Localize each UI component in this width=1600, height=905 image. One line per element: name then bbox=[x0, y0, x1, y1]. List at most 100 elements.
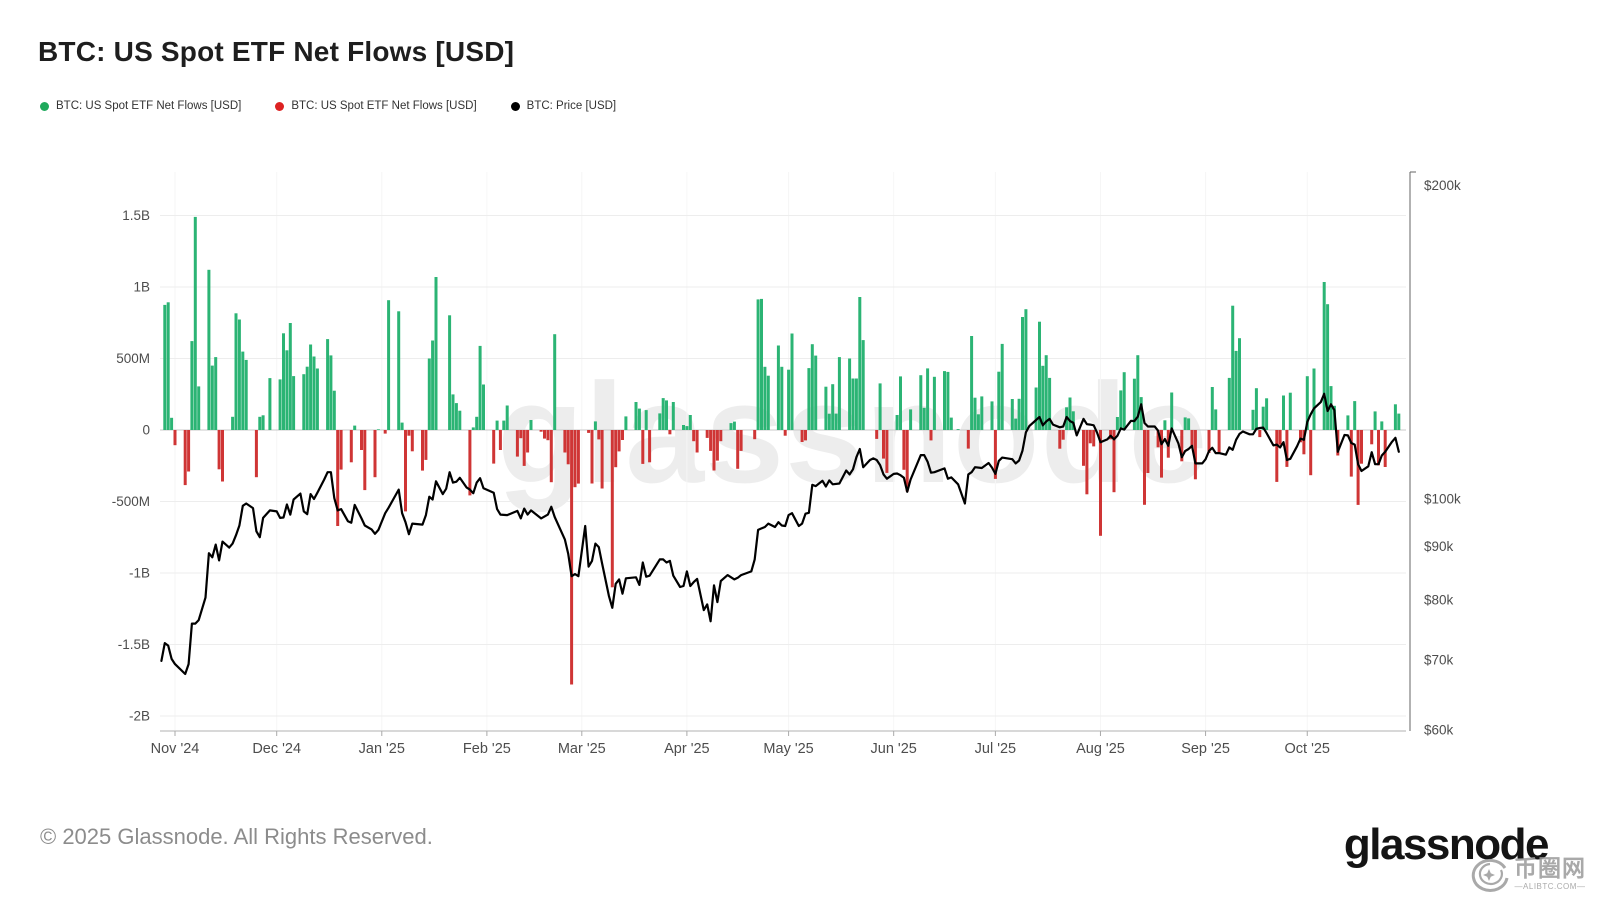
legend-label: BTC: US Spot ETF Net Flows [USD] bbox=[56, 100, 242, 112]
flow-bar bbox=[668, 430, 672, 435]
flow-bar bbox=[336, 430, 340, 526]
flow-bar bbox=[705, 430, 709, 438]
x-axis-month-label: Oct '25 bbox=[1285, 741, 1330, 757]
legend-label: BTC: Price [USD] bbox=[526, 100, 617, 112]
price-line[interactable] bbox=[160, 392, 1400, 676]
flow-bar bbox=[1217, 430, 1221, 453]
flow-bar bbox=[1048, 377, 1052, 430]
flow-bar bbox=[736, 430, 740, 469]
flow-bar bbox=[376, 429, 380, 430]
flow-bar bbox=[834, 413, 838, 430]
flow-bar bbox=[976, 414, 980, 430]
flow-bar bbox=[505, 405, 509, 430]
flow-bar bbox=[329, 355, 333, 430]
flow-bar bbox=[1163, 420, 1167, 430]
flow-bar bbox=[1136, 355, 1140, 430]
flow-bar bbox=[553, 334, 557, 430]
legend-item-price[interactable]: BTC: Price [USD] bbox=[510, 100, 617, 112]
flow-bar bbox=[1160, 430, 1163, 478]
flow-bar bbox=[1061, 430, 1065, 440]
flow-bar bbox=[427, 358, 431, 430]
flow-bar bbox=[1180, 430, 1184, 462]
flow-bar bbox=[1041, 365, 1045, 430]
flow-bar bbox=[1370, 430, 1374, 445]
legend-item-netflows-negative[interactable]: BTC: US Spot ETF Net Flows [USD] bbox=[275, 100, 477, 112]
flow-axis-label: -1B bbox=[129, 566, 150, 581]
flow-bar bbox=[254, 430, 258, 478]
flow-bar bbox=[570, 430, 574, 685]
flow-bar bbox=[804, 430, 807, 441]
flow-bar bbox=[1156, 430, 1160, 448]
flow-bar bbox=[576, 430, 580, 484]
flow-bar bbox=[1275, 430, 1279, 482]
flow-bar bbox=[448, 315, 452, 430]
flow-bar bbox=[221, 430, 224, 482]
flow-bar bbox=[383, 430, 387, 434]
flow-bar bbox=[478, 345, 482, 430]
flow-bar bbox=[1014, 418, 1018, 430]
green-dot-icon bbox=[40, 101, 49, 111]
flow-axis-label: 1B bbox=[133, 280, 150, 295]
flow-bar bbox=[519, 430, 523, 439]
flow-bar bbox=[309, 344, 313, 430]
flow-bar bbox=[563, 430, 567, 453]
flow-bar bbox=[610, 430, 614, 588]
flow-bar bbox=[719, 430, 723, 442]
flow-bar bbox=[454, 403, 458, 430]
flow-bar bbox=[1112, 430, 1116, 493]
flow-bar bbox=[404, 430, 407, 512]
flow-bar bbox=[573, 430, 577, 488]
flow-bar bbox=[197, 386, 201, 430]
legend-item-netflows-positive[interactable]: BTC: US Spot ETF Net Flows [USD] bbox=[40, 100, 241, 112]
flow-bar bbox=[546, 430, 550, 441]
flow-bar bbox=[492, 430, 496, 464]
flow-bar bbox=[1183, 417, 1187, 430]
flow-bar bbox=[682, 425, 685, 430]
flow-bar bbox=[214, 357, 218, 430]
flow-bar bbox=[566, 430, 570, 465]
flow-bar bbox=[1099, 430, 1102, 536]
corner-watermark: 币圈网 —ALIBTC.COM— bbox=[1468, 852, 1586, 896]
x-axis: Nov '24 Dec '24 Jan '25 Feb '25 Mar '25 Apr '… bbox=[151, 730, 1406, 757]
flow-bar bbox=[851, 378, 855, 430]
flow-bar bbox=[753, 430, 757, 440]
flow-bar bbox=[495, 420, 499, 430]
flow-bar bbox=[244, 359, 248, 430]
flow-bar bbox=[1034, 387, 1038, 430]
flow-bar bbox=[854, 378, 858, 430]
flow-bar bbox=[644, 410, 648, 430]
flow-axis-label: 1.5B bbox=[122, 208, 150, 223]
flow-bar bbox=[943, 371, 946, 430]
flow-bar bbox=[502, 420, 506, 430]
legend-label: BTC: US Spot ETF Net Flows [USD] bbox=[291, 100, 477, 112]
flow-bar bbox=[1302, 430, 1306, 455]
flow-bar bbox=[878, 383, 882, 430]
flow-bar bbox=[624, 416, 628, 430]
flow-bar bbox=[1170, 392, 1174, 430]
flow-axis-labels: 1.5B 1B 500M 0 -500M -1B -1.5B -2B bbox=[112, 208, 150, 724]
flow-axis-label: -2B bbox=[129, 709, 150, 724]
price-axis-label: $60k bbox=[1424, 722, 1454, 737]
x-axis-month-label: Dec '24 bbox=[252, 741, 301, 757]
flow-bar bbox=[1356, 430, 1360, 505]
flow-bar bbox=[1088, 430, 1092, 444]
flow-bar bbox=[353, 425, 357, 430]
flow-bar bbox=[1207, 430, 1211, 453]
red-dot-icon bbox=[275, 101, 285, 111]
x-axis-month-label: Mar '25 bbox=[558, 741, 606, 757]
flow-bar bbox=[590, 430, 594, 484]
x-axis-month-label: Jul '25 bbox=[975, 741, 1016, 757]
flow-bar bbox=[827, 413, 831, 430]
flow-bar bbox=[617, 430, 621, 452]
x-axis-month-label: May '25 bbox=[763, 741, 813, 757]
flow-axis-label: 0 bbox=[142, 423, 150, 438]
price-axis-label: $200k bbox=[1424, 178, 1461, 193]
price-axis-label: $70k bbox=[1424, 653, 1454, 668]
flow-bar bbox=[929, 430, 933, 441]
flow-bar bbox=[905, 430, 909, 492]
flow-bar bbox=[973, 397, 977, 430]
netflow-bars[interactable] bbox=[163, 216, 1401, 685]
flow-bar bbox=[1231, 305, 1235, 430]
flow-bar bbox=[1139, 397, 1143, 430]
